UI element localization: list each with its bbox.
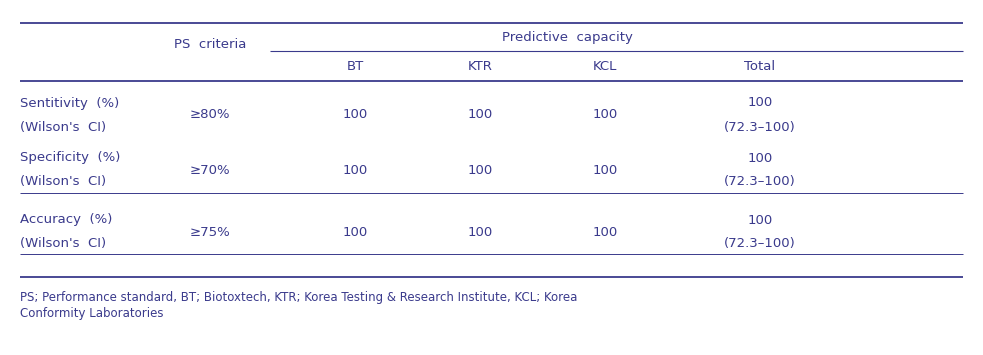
Text: (72.3–100): (72.3–100) bbox=[724, 237, 796, 251]
Text: 100: 100 bbox=[342, 164, 368, 176]
Text: (72.3–100): (72.3–100) bbox=[724, 175, 796, 189]
Text: 100: 100 bbox=[342, 109, 368, 121]
Text: Predictive  capacity: Predictive capacity bbox=[502, 31, 633, 44]
Text: 100: 100 bbox=[747, 152, 773, 164]
Text: BT: BT bbox=[346, 60, 364, 72]
Text: Conformity Laboratories: Conformity Laboratories bbox=[20, 306, 163, 320]
Text: ≥75%: ≥75% bbox=[190, 225, 230, 239]
Text: 100: 100 bbox=[747, 97, 773, 109]
Text: (Wilson's  CI): (Wilson's CI) bbox=[20, 237, 106, 251]
Text: 100: 100 bbox=[467, 225, 492, 239]
Text: Specificity  (%): Specificity (%) bbox=[20, 152, 120, 164]
Text: (Wilson's  CI): (Wilson's CI) bbox=[20, 120, 106, 133]
Text: ≥70%: ≥70% bbox=[190, 164, 230, 176]
Text: PS; Performance standard, BT; Biotoxtech, KTR; Korea Testing & Research Institut: PS; Performance standard, BT; Biotoxtech… bbox=[20, 290, 577, 304]
Text: (Wilson's  CI): (Wilson's CI) bbox=[20, 175, 106, 189]
Text: (72.3–100): (72.3–100) bbox=[724, 120, 796, 133]
Text: Accuracy  (%): Accuracy (%) bbox=[20, 213, 112, 226]
Text: 100: 100 bbox=[467, 109, 492, 121]
Text: KTR: KTR bbox=[468, 60, 492, 72]
Text: PS  criteria: PS criteria bbox=[174, 38, 246, 51]
Text: 100: 100 bbox=[593, 164, 617, 176]
Text: Sentitivity  (%): Sentitivity (%) bbox=[20, 97, 119, 109]
Text: Total: Total bbox=[744, 60, 776, 72]
Text: 100: 100 bbox=[593, 225, 617, 239]
Text: 100: 100 bbox=[593, 109, 617, 121]
Text: 100: 100 bbox=[342, 225, 368, 239]
Text: 100: 100 bbox=[467, 164, 492, 176]
Text: KCL: KCL bbox=[593, 60, 617, 72]
Text: 100: 100 bbox=[747, 213, 773, 226]
Text: ≥80%: ≥80% bbox=[190, 109, 230, 121]
